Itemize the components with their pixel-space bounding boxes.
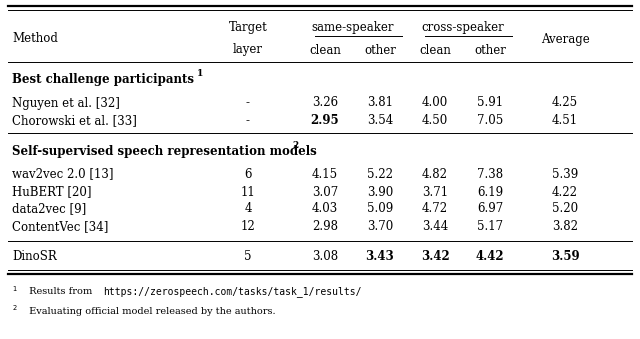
Text: 4: 4 xyxy=(244,202,252,216)
Text: -: - xyxy=(246,97,250,109)
Text: 6.97: 6.97 xyxy=(477,202,503,216)
Text: 5.09: 5.09 xyxy=(367,202,393,216)
Text: layer: layer xyxy=(233,43,263,57)
Text: 3.26: 3.26 xyxy=(312,97,338,109)
Text: 5.20: 5.20 xyxy=(552,202,578,216)
Text: 4.00: 4.00 xyxy=(422,97,448,109)
Text: 3.59: 3.59 xyxy=(550,250,579,262)
Text: 11: 11 xyxy=(241,185,255,199)
Text: 3.82: 3.82 xyxy=(552,220,578,234)
Text: Evaluating official model released by the authors.: Evaluating official model released by th… xyxy=(26,306,276,316)
Text: HuBERT [20]: HuBERT [20] xyxy=(12,185,92,199)
Text: 4.15: 4.15 xyxy=(312,167,338,180)
Text: 4.42: 4.42 xyxy=(476,250,504,262)
Text: other: other xyxy=(474,43,506,57)
Text: clean: clean xyxy=(419,43,451,57)
Text: Method: Method xyxy=(12,33,58,45)
Text: Self-supervised speech representation models: Self-supervised speech representation mo… xyxy=(12,145,317,159)
Text: 4.72: 4.72 xyxy=(422,202,448,216)
Text: same-speaker: same-speaker xyxy=(311,21,394,35)
Text: 5.22: 5.22 xyxy=(367,167,393,180)
Text: 5.17: 5.17 xyxy=(477,220,503,234)
Text: 7.05: 7.05 xyxy=(477,115,503,127)
Text: 2.95: 2.95 xyxy=(310,115,339,127)
Text: 5.91: 5.91 xyxy=(477,97,503,109)
Text: 3.08: 3.08 xyxy=(312,250,338,262)
Text: 3.07: 3.07 xyxy=(312,185,338,199)
Text: 3.43: 3.43 xyxy=(365,250,394,262)
Text: Chorowski et al. [33]: Chorowski et al. [33] xyxy=(12,115,137,127)
Text: clean: clean xyxy=(309,43,341,57)
Text: 3.44: 3.44 xyxy=(422,220,448,234)
Text: -: - xyxy=(246,115,250,127)
Text: 3.54: 3.54 xyxy=(367,115,393,127)
Text: 3.81: 3.81 xyxy=(367,97,393,109)
Text: other: other xyxy=(364,43,396,57)
Text: 6.19: 6.19 xyxy=(477,185,503,199)
Text: 6: 6 xyxy=(244,167,252,180)
Text: 3.42: 3.42 xyxy=(420,250,449,262)
Text: 4.50: 4.50 xyxy=(422,115,448,127)
Text: 2.98: 2.98 xyxy=(312,220,338,234)
Text: Average: Average xyxy=(541,33,589,45)
Text: 4.22: 4.22 xyxy=(552,185,578,199)
Text: 3.71: 3.71 xyxy=(422,185,448,199)
Text: 4.03: 4.03 xyxy=(312,202,338,216)
Text: cross-speaker: cross-speaker xyxy=(421,21,504,35)
Text: 4.82: 4.82 xyxy=(422,167,448,180)
Text: 1: 1 xyxy=(197,68,204,78)
Text: 5.39: 5.39 xyxy=(552,167,578,180)
Text: 4.51: 4.51 xyxy=(552,115,578,127)
Text: 2: 2 xyxy=(292,140,298,149)
Text: ContentVec [34]: ContentVec [34] xyxy=(12,220,108,234)
Text: 3.90: 3.90 xyxy=(367,185,393,199)
Text: Best challenge participants: Best challenge participants xyxy=(12,74,194,86)
Text: 3.70: 3.70 xyxy=(367,220,393,234)
Text: Results from: Results from xyxy=(26,287,95,297)
Text: 4.25: 4.25 xyxy=(552,97,578,109)
Text: https://zerospeech.com/tasks/task_1/results/: https://zerospeech.com/tasks/task_1/resu… xyxy=(103,286,362,297)
Text: DinoSR: DinoSR xyxy=(12,250,57,262)
Text: Nguyen et al. [32]: Nguyen et al. [32] xyxy=(12,97,120,109)
Text: 12: 12 xyxy=(241,220,255,234)
Text: wav2vec 2.0 [13]: wav2vec 2.0 [13] xyxy=(12,167,113,180)
Text: 7.38: 7.38 xyxy=(477,167,503,180)
Text: $^2$: $^2$ xyxy=(12,306,18,316)
Text: Target: Target xyxy=(228,21,268,35)
Text: data2vec [9]: data2vec [9] xyxy=(12,202,86,216)
Text: $^1$: $^1$ xyxy=(12,287,18,297)
Text: 5: 5 xyxy=(244,250,252,262)
